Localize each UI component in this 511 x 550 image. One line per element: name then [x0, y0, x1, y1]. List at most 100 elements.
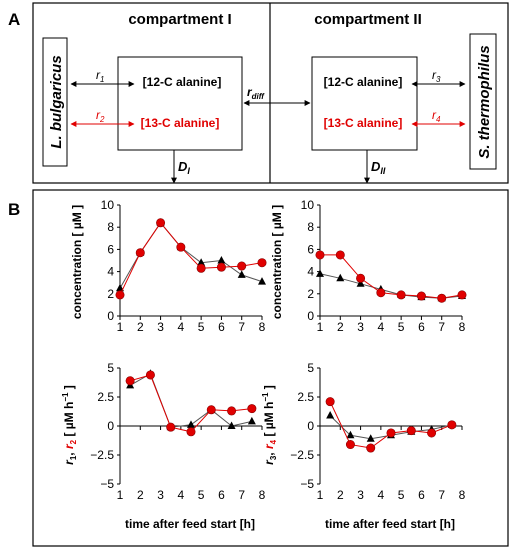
- chart4-series-2-point: [406, 426, 416, 436]
- chart4-ytick-label: 0: [307, 419, 314, 433]
- chart4-series-2-point: [345, 440, 355, 450]
- chart2-xtick-label: 6: [418, 320, 425, 334]
- chart3-series-2-point: [247, 404, 257, 414]
- chart2-xtick-label: 5: [398, 320, 405, 334]
- chart2-ylabel: concentration [ µM ]: [270, 205, 284, 319]
- chart2-xtick-label: 7: [438, 320, 445, 334]
- compartment1-box: [117, 56, 243, 151]
- chart4-xtick-label: 4: [378, 488, 385, 502]
- chart4-series-2-point: [427, 428, 437, 438]
- chart2-xtick-label: 3: [357, 320, 364, 334]
- panel-b-frame: [32, 189, 509, 547]
- chart4-xlabel: time after feed start [h]: [325, 517, 455, 531]
- chart2-ytick-label: 6: [307, 242, 314, 256]
- chart4-xtick-label: 8: [459, 488, 466, 502]
- compartment2-box: [311, 56, 418, 151]
- chart3-series-2-point: [166, 422, 176, 432]
- chart1-xtick-label: 8: [259, 320, 266, 334]
- chart1-series-2-point: [176, 242, 186, 252]
- chart3-series-1-line: [129, 373, 253, 428]
- r3-label: r3: [432, 68, 441, 84]
- chart2-ytick-label: 4: [307, 265, 314, 279]
- chart4-ylabel: r3, r4 [ µM h−1 ]: [261, 385, 278, 465]
- chart2-series-2-point: [437, 293, 447, 303]
- chart3-xtick-label: 7: [238, 488, 245, 502]
- chart1-series-1-point: [217, 256, 226, 264]
- chart4-xtick-label: 3: [357, 488, 364, 502]
- chart1-xtick-label: 1: [117, 320, 124, 334]
- panel-label-a: A: [8, 10, 21, 29]
- chart3-ytick-label: 2.5: [97, 390, 114, 404]
- chart2-xtick-label: 2: [337, 320, 344, 334]
- chart2-series-1-point: [336, 273, 345, 282]
- chart4-series-2-point: [366, 443, 376, 453]
- chart1-xtick-label: 3: [157, 320, 164, 334]
- chart1-xtick-label: 6: [218, 320, 225, 334]
- chart3-xtick-label: 1: [117, 488, 124, 502]
- chart2-ytick-label: 8: [307, 220, 314, 234]
- chart2-ytick-label: 2: [307, 287, 314, 301]
- chart1-ytick-label: 8: [107, 220, 114, 234]
- chart2-series-2-point: [356, 273, 366, 283]
- chart3-xtick-label: 5: [198, 488, 205, 502]
- chart4-ytick-label: 5: [307, 361, 314, 375]
- chart1-series-1-point: [258, 277, 266, 285]
- chart4-series-1-point: [346, 430, 355, 439]
- chart2-series-2-point: [396, 290, 406, 300]
- box1-12c-alanine: [12-C alanine]: [143, 75, 222, 89]
- chart3-ytick-label: −2.5: [90, 448, 114, 462]
- chart2-series-2-point: [416, 291, 426, 301]
- chart4-series-2-point: [386, 428, 396, 438]
- chart4-ytick-label: 2.5: [297, 390, 314, 404]
- chart4-xtick-label: 5: [398, 488, 405, 502]
- chart4-ytick-label: −2.5: [290, 448, 314, 462]
- chart4-xtick-label: 2: [337, 488, 344, 502]
- chart4-series-1-point: [326, 411, 335, 419]
- chart3-ytick-label: −5: [100, 477, 114, 491]
- compartment2-title: compartment II: [314, 11, 422, 28]
- chart2-ytick-label: 0: [307, 309, 314, 323]
- chart1-xtick-label: 2: [137, 320, 144, 334]
- chart1-ylabel: concentration [ µM ]: [70, 205, 84, 319]
- chart2-xtick-label: 8: [459, 320, 466, 334]
- chart3-series-2-point: [125, 376, 135, 386]
- chart4-xtick-label: 1: [317, 488, 324, 502]
- chart3-series-2-point: [145, 370, 155, 380]
- panel-label-b: B: [8, 200, 21, 219]
- box2-13c-alanine: [13-C alanine]: [324, 116, 403, 130]
- chart3-series-1-point: [247, 416, 256, 425]
- chart1-series-1-point: [237, 270, 246, 278]
- chart1-series-2-point: [115, 290, 125, 300]
- chart4-series-2-point: [325, 397, 335, 407]
- chart3-series-1-point: [187, 420, 195, 428]
- chart1-series-2-point: [257, 258, 267, 268]
- chart2-series-2-point: [315, 250, 325, 260]
- chart3-xtick-label: 6: [218, 488, 225, 502]
- chart3-series-1-point: [227, 421, 236, 429]
- chart3-xtick-label: 2: [137, 488, 144, 502]
- chart3-xtick-label: 3: [157, 488, 164, 502]
- chart1-series-2-line: [119, 221, 263, 296]
- chart1-xtick-label: 4: [178, 320, 185, 334]
- compartment1-title: compartment I: [128, 11, 231, 28]
- chart3-xtick-label: 4: [178, 488, 185, 502]
- chart3-series-2-point: [206, 405, 216, 415]
- organism-left-box: [42, 37, 68, 167]
- organism-right-box: [469, 33, 497, 170]
- r2-label: r2: [96, 108, 105, 124]
- chart2-xtick-label: 4: [378, 320, 385, 334]
- chart2-ytick-label: 10: [301, 198, 315, 212]
- d1-label: DI: [178, 159, 190, 176]
- chart4-ytick-label: −5: [300, 477, 314, 491]
- chart1-series-2-point: [216, 262, 226, 272]
- chart3-xtick-label: 8: [259, 488, 266, 502]
- chart1-series-1-point: [197, 258, 206, 266]
- chart3-series-2-point: [186, 427, 196, 437]
- r4-label: r4: [432, 108, 441, 124]
- chart4-xtick-label: 7: [438, 488, 445, 502]
- organism-left-label: L. bulgaricus: [48, 55, 65, 148]
- chart2-series-2-point: [376, 288, 386, 298]
- r1-label: r1: [96, 68, 104, 84]
- d2-label: DII: [371, 159, 386, 176]
